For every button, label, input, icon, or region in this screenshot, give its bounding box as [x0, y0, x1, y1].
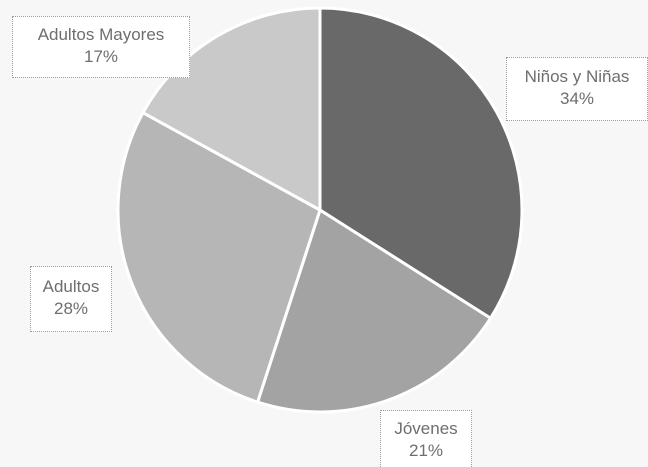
slice-value-jovenes: 21% [408, 441, 444, 460]
data-label-adultos: Adultos 28% [30, 266, 112, 332]
data-label-adultos-mayores: Adultos Mayores 17% [12, 16, 190, 78]
data-label-jovenes: Jóvenes 21% [380, 410, 472, 467]
slice-label-adultos-mayores: Adultos Mayores [37, 25, 165, 44]
slice-label-ninos-y-ninas: Niños y Niñas [524, 67, 630, 86]
data-label-ninos-y-ninas: Niños y Niñas 34% [506, 57, 648, 121]
pie-slice-adultos [116, 111, 322, 404]
slice-label-jovenes: Jóvenes [394, 419, 458, 438]
slice-value-ninos-y-ninas: 34% [559, 89, 595, 108]
slice-value-adultos: 28% [53, 299, 89, 318]
slice-label-adultos: Adultos [42, 277, 100, 296]
slice-value-adultos-mayores: 17% [83, 47, 119, 66]
pie-slice-jovenes [256, 208, 493, 414]
